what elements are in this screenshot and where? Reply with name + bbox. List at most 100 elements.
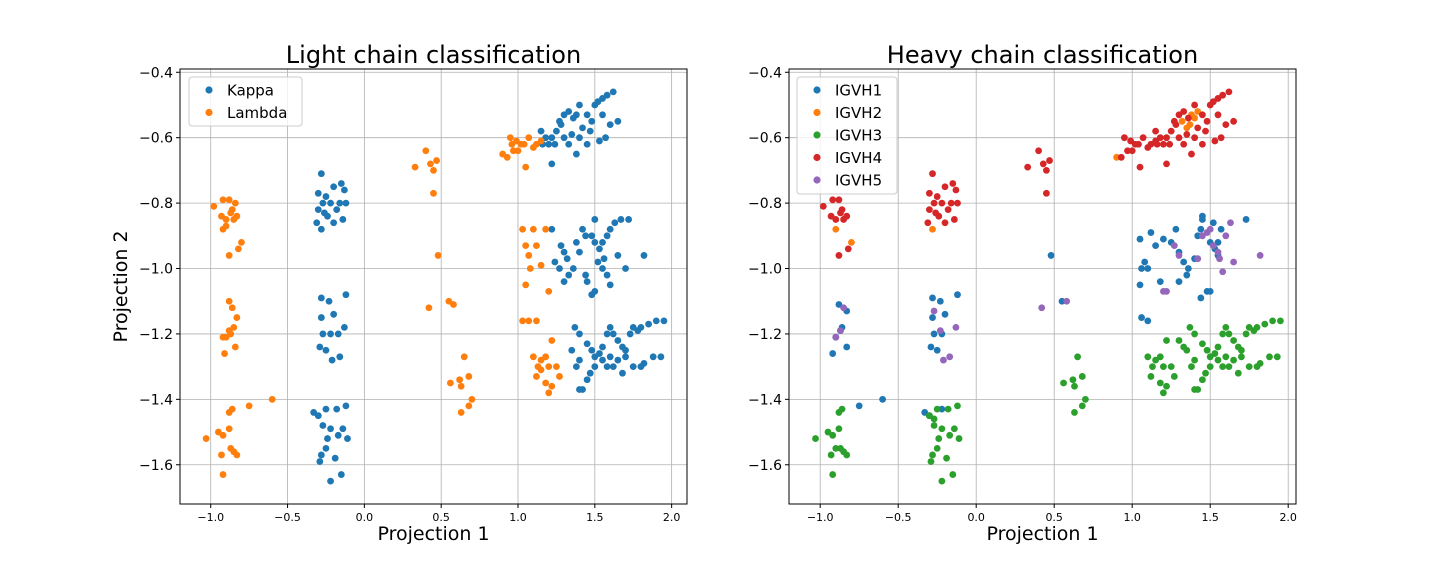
point-kappa [313, 219, 321, 227]
point-kappa [322, 444, 330, 452]
point-kappa [339, 425, 347, 433]
point-igvh5 [1038, 304, 1046, 312]
x-tick-label: 2.0 [1279, 511, 1297, 524]
point-igvh1 [1138, 265, 1145, 272]
point-lambda [233, 212, 241, 220]
point-kappa [645, 320, 652, 328]
point-igvh4 [1199, 140, 1206, 148]
point-kappa [583, 340, 591, 348]
point-lambda [537, 261, 545, 269]
point-lambda [245, 402, 253, 410]
point-kappa [599, 265, 606, 272]
point-igvh3 [946, 431, 954, 439]
point-lambda [228, 206, 236, 214]
point-igvh1 [1156, 278, 1164, 285]
point-igvh4 [1135, 140, 1142, 148]
point-igvh4 [844, 245, 852, 253]
point-kappa [560, 134, 568, 142]
point-igvh1 [879, 395, 886, 403]
point-lambda [519, 225, 527, 233]
point-kappa [336, 199, 344, 207]
point-kappa [591, 363, 599, 371]
point-lambda [228, 304, 236, 312]
point-igvh1 [1160, 235, 1167, 243]
point-igvh4 [1191, 101, 1198, 109]
point-kappa [563, 255, 571, 263]
point-igvh3 [1191, 386, 1198, 393]
point-igvh3 [1234, 369, 1242, 377]
point-kappa [614, 356, 622, 364]
point-kappa [314, 206, 322, 214]
point-igvh3 [1230, 356, 1237, 364]
point-kappa [340, 323, 348, 331]
point-lambda [210, 202, 218, 210]
point-igvh3 [1078, 402, 1086, 410]
point-igvh1 [930, 330, 938, 338]
point-lambda [456, 376, 464, 384]
point-igvh3 [1225, 330, 1233, 338]
point-igvh3 [938, 425, 946, 433]
point-igvh3 [1256, 359, 1264, 367]
point-kappa [327, 199, 334, 207]
legend-label-kappa: Kappa [227, 82, 274, 100]
point-lambda [542, 225, 550, 233]
point-lambda [522, 163, 530, 171]
heavy-chain-panel: −1.0 −0.5 0.0 0.5 1.0 1.5 2.0 −1.6 −1.4 −1.2 −1.0 −… [748, 41, 1297, 545]
point-lambda [225, 252, 233, 259]
point-igvh1 [941, 310, 949, 318]
point-kappa [327, 477, 334, 485]
point-kappa [622, 265, 629, 272]
plot-frame [179, 68, 688, 505]
point-kappa [342, 291, 350, 299]
point-igvh3 [929, 451, 936, 459]
point-igvh1 [1184, 265, 1192, 272]
point-igvh2 [1178, 117, 1186, 125]
point-kappa [588, 232, 596, 240]
point-lambda [234, 245, 242, 253]
point-igvh3 [835, 425, 843, 433]
point-kappa [556, 265, 563, 272]
point-kappa [548, 225, 556, 233]
point-kappa [565, 271, 573, 279]
legend-label-igvh5: IGVH5 [835, 172, 882, 190]
point-igvh3 [1253, 323, 1261, 331]
point-igvh1 [1058, 297, 1066, 305]
point-igvh4 [1225, 88, 1233, 96]
point-igvh4 [835, 196, 843, 204]
point-igvh3 [1214, 356, 1222, 364]
point-igvh4 [1039, 160, 1047, 168]
point-lambda [225, 425, 233, 433]
point-igvh4 [1167, 127, 1175, 135]
point-kappa [322, 193, 330, 200]
legend-label-igvh4: IGVH4 [835, 149, 882, 167]
point-lambda [503, 153, 511, 161]
point-kappa [334, 330, 342, 338]
point-igvh3 [933, 405, 941, 413]
point-lambda [219, 471, 227, 478]
point-igvh5 [1063, 297, 1071, 305]
point-kappa [596, 350, 603, 357]
x-axis-label: Projection 1 [377, 523, 489, 545]
point-kappa [344, 435, 351, 442]
point-kappa [336, 353, 344, 361]
point-igvh4 [1128, 147, 1136, 155]
point-lambda [522, 281, 530, 289]
point-igvh2 [929, 225, 936, 233]
point-igvh3 [955, 435, 963, 442]
point-lambda [526, 265, 534, 272]
point-igvh1 [1209, 219, 1217, 227]
point-igvh3 [1144, 353, 1152, 361]
point-igvh4 [1219, 91, 1227, 99]
point-kappa [579, 225, 586, 233]
y-tick-label: −0.4 [139, 65, 173, 81]
point-lambda [533, 373, 540, 380]
point-igvh3 [1273, 353, 1281, 361]
legend-label-igvh3: IGVH3 [835, 127, 882, 145]
point-kappa [340, 186, 348, 194]
point-igvh3 [1180, 343, 1188, 351]
point-kappa [588, 117, 596, 125]
point-igvh3 [1156, 379, 1164, 387]
point-kappa [583, 140, 591, 148]
point-lambda [508, 140, 516, 148]
x-tick-label: 1.5 [586, 511, 604, 524]
